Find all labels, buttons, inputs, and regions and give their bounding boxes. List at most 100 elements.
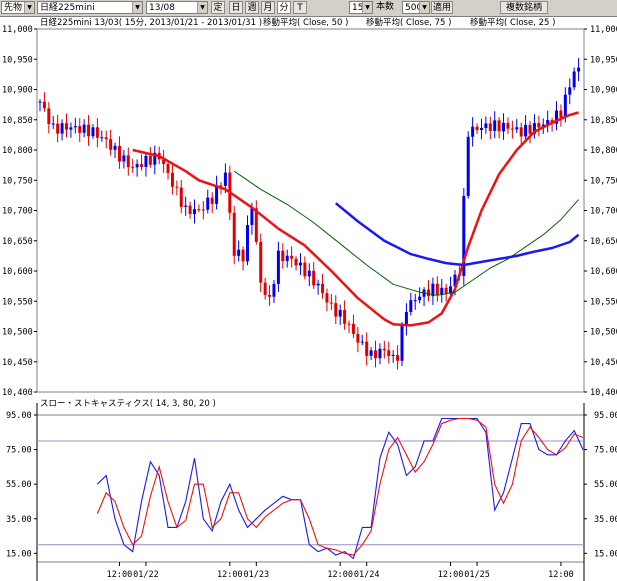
period-minute-button[interactable]: 分 bbox=[277, 1, 291, 14]
stochastic-d-line bbox=[96, 417, 584, 556]
y-tick-label-left: 10,650 bbox=[2, 237, 33, 247]
interval-value: 15 bbox=[352, 3, 364, 13]
y-tick-label-left: 10,500 bbox=[2, 328, 33, 338]
stoch-tick-label-right: 95.00 bbox=[594, 411, 617, 421]
y-tick-label-left: 10,750 bbox=[2, 176, 33, 186]
candle-body bbox=[170, 172, 174, 187]
candle-body bbox=[69, 127, 73, 130]
x-tick-label: 12:00 bbox=[217, 570, 243, 580]
chevron-down-icon[interactable]: ▼ bbox=[197, 2, 207, 13]
stoch-tick-label-right: 35.00 bbox=[594, 515, 617, 525]
apply-button[interactable]: 適用 bbox=[431, 1, 453, 14]
candle-body bbox=[285, 255, 289, 261]
candle-body bbox=[418, 296, 422, 301]
candle-body bbox=[502, 122, 506, 132]
candle-body bbox=[307, 270, 311, 277]
candle-body bbox=[210, 197, 214, 204]
chevron-down-icon[interactable]: ▼ bbox=[362, 2, 372, 13]
chevron-down-icon[interactable]: ▼ bbox=[132, 2, 142, 13]
y-tick-label-right: 10,600 bbox=[590, 267, 617, 277]
y-tick-label-right: 10,650 bbox=[590, 237, 617, 247]
candle-body bbox=[334, 303, 338, 317]
candle-body bbox=[356, 333, 360, 343]
chevron-down-icon[interactable]: ▼ bbox=[419, 2, 429, 13]
candle-body bbox=[113, 145, 117, 150]
contract-select[interactable]: 13/08 ▼ bbox=[146, 1, 208, 14]
period-weekly-button[interactable]: 週 bbox=[245, 1, 259, 14]
candle-body bbox=[175, 186, 179, 188]
candle-body bbox=[321, 283, 325, 294]
contract-value: 13/08 bbox=[149, 3, 175, 13]
candle-body bbox=[206, 197, 210, 210]
candle-body bbox=[577, 67, 581, 72]
candle-body bbox=[312, 270, 316, 286]
candle-body bbox=[193, 209, 197, 214]
toolbar: 先物 ▼ 日経225mini ▼ 13/08 ▼ 定 日 週 月 分 T 15 … bbox=[0, 0, 617, 17]
y-tick-label-right: 10,400 bbox=[590, 388, 617, 398]
y-tick-label-right: 10,500 bbox=[590, 328, 617, 338]
x-tick-label: 01/25 bbox=[464, 570, 490, 580]
candle-body bbox=[426, 289, 430, 297]
fix-button[interactable]: 定 bbox=[211, 1, 225, 14]
y-tick-label-left: 10,950 bbox=[2, 55, 33, 65]
candle-body bbox=[440, 287, 444, 296]
candle-body bbox=[409, 300, 413, 313]
candle-body bbox=[479, 127, 483, 131]
candle-body bbox=[215, 185, 219, 204]
candle-body bbox=[47, 108, 51, 124]
candle-body bbox=[294, 258, 298, 266]
candle-body bbox=[298, 262, 302, 266]
candle-body bbox=[382, 348, 386, 351]
axes: 11,000 11,000 10,950 10,950 10,900 10,900 10,8… bbox=[2, 25, 617, 581]
candle-body bbox=[524, 124, 528, 137]
candle-body bbox=[223, 172, 227, 186]
y-tick-label-right: 10,950 bbox=[590, 55, 617, 65]
stoch-tick-label-left: 75.00 bbox=[6, 446, 32, 456]
period-daily-button[interactable]: 日 bbox=[229, 1, 243, 14]
bars-select[interactable]: 500 ▼ bbox=[402, 1, 430, 14]
candle-body bbox=[497, 120, 501, 132]
candle-body bbox=[488, 123, 492, 131]
chart-area: 日経225mini 13/03( 15分, 2013/01/21 - 2013/… bbox=[0, 17, 617, 581]
symbol-value: 日経225mini bbox=[40, 3, 95, 13]
candle-body bbox=[272, 283, 276, 297]
candle-body bbox=[131, 167, 135, 169]
candle-body bbox=[153, 152, 157, 165]
candle-body bbox=[435, 283, 439, 296]
period-tick-button[interactable]: T bbox=[293, 1, 307, 14]
candle-body bbox=[117, 145, 121, 162]
candle-body bbox=[87, 124, 91, 137]
symbol-select[interactable]: 日経225mini ▼ bbox=[37, 1, 143, 14]
y-tick-label-right: 11,000 bbox=[590, 25, 617, 35]
candle-body bbox=[316, 283, 320, 286]
chevron-down-icon[interactable]: ▼ bbox=[24, 2, 34, 13]
stoch-tick-label-right: 55.00 bbox=[594, 480, 617, 490]
candle-body bbox=[510, 128, 514, 130]
candle-body bbox=[475, 126, 479, 131]
candle-body bbox=[396, 354, 400, 361]
candle-body bbox=[466, 136, 470, 196]
interval-select[interactable]: 15 ▼ bbox=[349, 1, 373, 14]
stoch-tick-label-right: 75.00 bbox=[594, 446, 617, 456]
candle-body bbox=[449, 286, 453, 294]
candle-body bbox=[493, 120, 497, 131]
y-tick-label-left: 10,400 bbox=[2, 388, 33, 398]
multi-symbol-button[interactable]: 複数銘柄 bbox=[500, 1, 548, 14]
candle-body bbox=[122, 155, 126, 162]
y-tick-label-left: 10,800 bbox=[2, 146, 33, 156]
candle-body bbox=[259, 241, 263, 283]
candle-body bbox=[268, 294, 272, 297]
period-monthly-button[interactable]: 月 bbox=[261, 1, 275, 14]
candle-body bbox=[82, 124, 86, 133]
candle-body bbox=[144, 155, 148, 167]
candle-body bbox=[51, 123, 55, 125]
y-tick-label-left: 10,700 bbox=[2, 207, 33, 217]
candle-body bbox=[453, 274, 457, 287]
commodity-select[interactable]: 先物 ▼ bbox=[1, 1, 35, 14]
candle-body bbox=[64, 123, 68, 130]
candle-body bbox=[329, 302, 333, 304]
candle-body bbox=[135, 164, 139, 168]
candle-body bbox=[343, 310, 347, 324]
stoch-tick-label-right: 15.00 bbox=[594, 549, 617, 559]
candle-body bbox=[413, 300, 417, 302]
